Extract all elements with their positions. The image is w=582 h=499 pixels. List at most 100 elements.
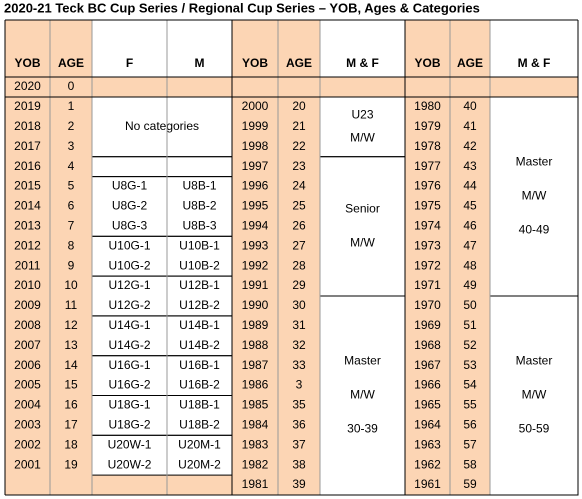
left-cell: U14B-2 [179, 338, 220, 352]
left-cell: 18 [64, 437, 78, 451]
group-label: M/W [350, 236, 375, 250]
row-cell: 1986 [242, 378, 269, 392]
group-label: M/W [522, 189, 547, 203]
left-cell: 4 [68, 159, 75, 173]
row-cell: 30 [292, 298, 306, 312]
left-cell: U8G-1 [112, 179, 148, 193]
row-cell: 36 [292, 418, 306, 432]
left-cell: 2003 [14, 418, 41, 432]
row-cell: 1996 [242, 179, 269, 193]
row-cell: 59 [463, 477, 477, 491]
left-cell: 19 [64, 457, 78, 471]
row-cell: 1994 [242, 219, 269, 233]
group-label: 40-49 [519, 223, 550, 237]
group-label: Master [516, 354, 553, 368]
left-cell: 2004 [14, 398, 41, 412]
top-row-cell: 2020 [14, 79, 41, 93]
row-cell: 1961 [414, 477, 441, 491]
row-cell: 1989 [242, 318, 269, 332]
left-cell: U16B-1 [179, 358, 220, 372]
left-cell: 2010 [14, 278, 41, 292]
row-cell: 35 [292, 398, 306, 412]
left-cell: U20W-1 [108, 437, 152, 451]
row-cell: 1971 [414, 278, 441, 292]
group-label: M/W [350, 131, 375, 145]
row-cell: 1984 [242, 418, 269, 432]
row-cell: 1997 [242, 159, 269, 173]
left-cell: 2001 [14, 457, 41, 471]
left-cell: U18B-2 [179, 418, 220, 432]
row-cell: 28 [292, 258, 306, 272]
row-cell: 32 [292, 338, 306, 352]
row-cell: 49 [463, 278, 477, 292]
row-cell: 3 [296, 378, 303, 392]
row-cell: 1968 [414, 338, 441, 352]
left-cell: 2008 [14, 318, 41, 332]
row-cell: 1998 [242, 139, 269, 153]
row-cell: 1995 [242, 199, 269, 213]
row-cell: 1972 [414, 258, 441, 272]
row-cell: 58 [463, 457, 477, 471]
row-cell: 27 [292, 238, 306, 252]
header-cell: YOB [14, 56, 40, 70]
row-cell: 29 [292, 278, 306, 292]
row-cell: 56 [463, 418, 477, 432]
top-row-cell: 0 [68, 79, 75, 93]
row-cell: 1964 [414, 418, 441, 432]
column-shade [232, 20, 278, 495]
left-cell: U8B-1 [182, 179, 216, 193]
row-cell: 2000 [242, 99, 269, 113]
row-cell: 57 [463, 437, 477, 451]
row-cell: 41 [463, 119, 477, 133]
left-cell: 17 [64, 418, 78, 432]
row-cell: 45 [463, 199, 477, 213]
left-cell: 3 [68, 139, 75, 153]
left-cell: 13 [64, 338, 78, 352]
column-shade [50, 20, 92, 495]
left-cell: U20M-2 [178, 457, 221, 471]
left-cell: 2016 [14, 159, 41, 173]
left-cell: 10 [64, 278, 78, 292]
header-cell: AGE [286, 56, 312, 70]
left-cell: 12 [64, 318, 78, 332]
row-cell: 42 [463, 139, 477, 153]
row-cell: 1975 [414, 199, 441, 213]
row-cell: 48 [463, 258, 477, 272]
header-cell: F [126, 56, 133, 70]
left-cell: 2018 [14, 119, 41, 133]
row-cell: 1980 [414, 99, 441, 113]
left-cell: 2 [68, 119, 75, 133]
age-group [319, 156, 406, 297]
row-cell: 33 [292, 358, 306, 372]
left-cell: 2007 [14, 338, 41, 352]
left-cell: U12B-1 [179, 278, 220, 292]
left-cell: 2005 [14, 378, 41, 392]
row-cell: 1985 [242, 398, 269, 412]
left-cell: U10B-1 [179, 238, 220, 252]
row-cell: 47 [463, 238, 477, 252]
left-cell: U8G-3 [112, 219, 148, 233]
left-cell: 2013 [14, 219, 41, 233]
column-shade [278, 20, 320, 495]
column-shade [5, 20, 50, 495]
row-cell: 24 [292, 179, 306, 193]
row-cell: 39 [292, 477, 306, 491]
left-cell: U16G-2 [108, 378, 150, 392]
header-cell: M & F [518, 56, 551, 70]
left-cell: U14G-1 [108, 318, 150, 332]
row-cell: 1991 [242, 278, 269, 292]
row-cell: 40 [463, 99, 477, 113]
row-cell: 1973 [414, 238, 441, 252]
left-cell: 2002 [14, 437, 41, 451]
header-cell: M [195, 56, 205, 70]
row-cell: 26 [292, 219, 306, 233]
row-cell: 1977 [414, 159, 441, 173]
left-cell: U12B-2 [179, 298, 220, 312]
left-cell: 2006 [14, 358, 41, 372]
left-cell: U18G-1 [108, 398, 150, 412]
left-cell: U8B-3 [182, 219, 216, 233]
age-group [319, 96, 406, 158]
row-cell: 53 [463, 358, 477, 372]
left-cell: U10G-1 [108, 238, 150, 252]
row-cell: 1965 [414, 398, 441, 412]
